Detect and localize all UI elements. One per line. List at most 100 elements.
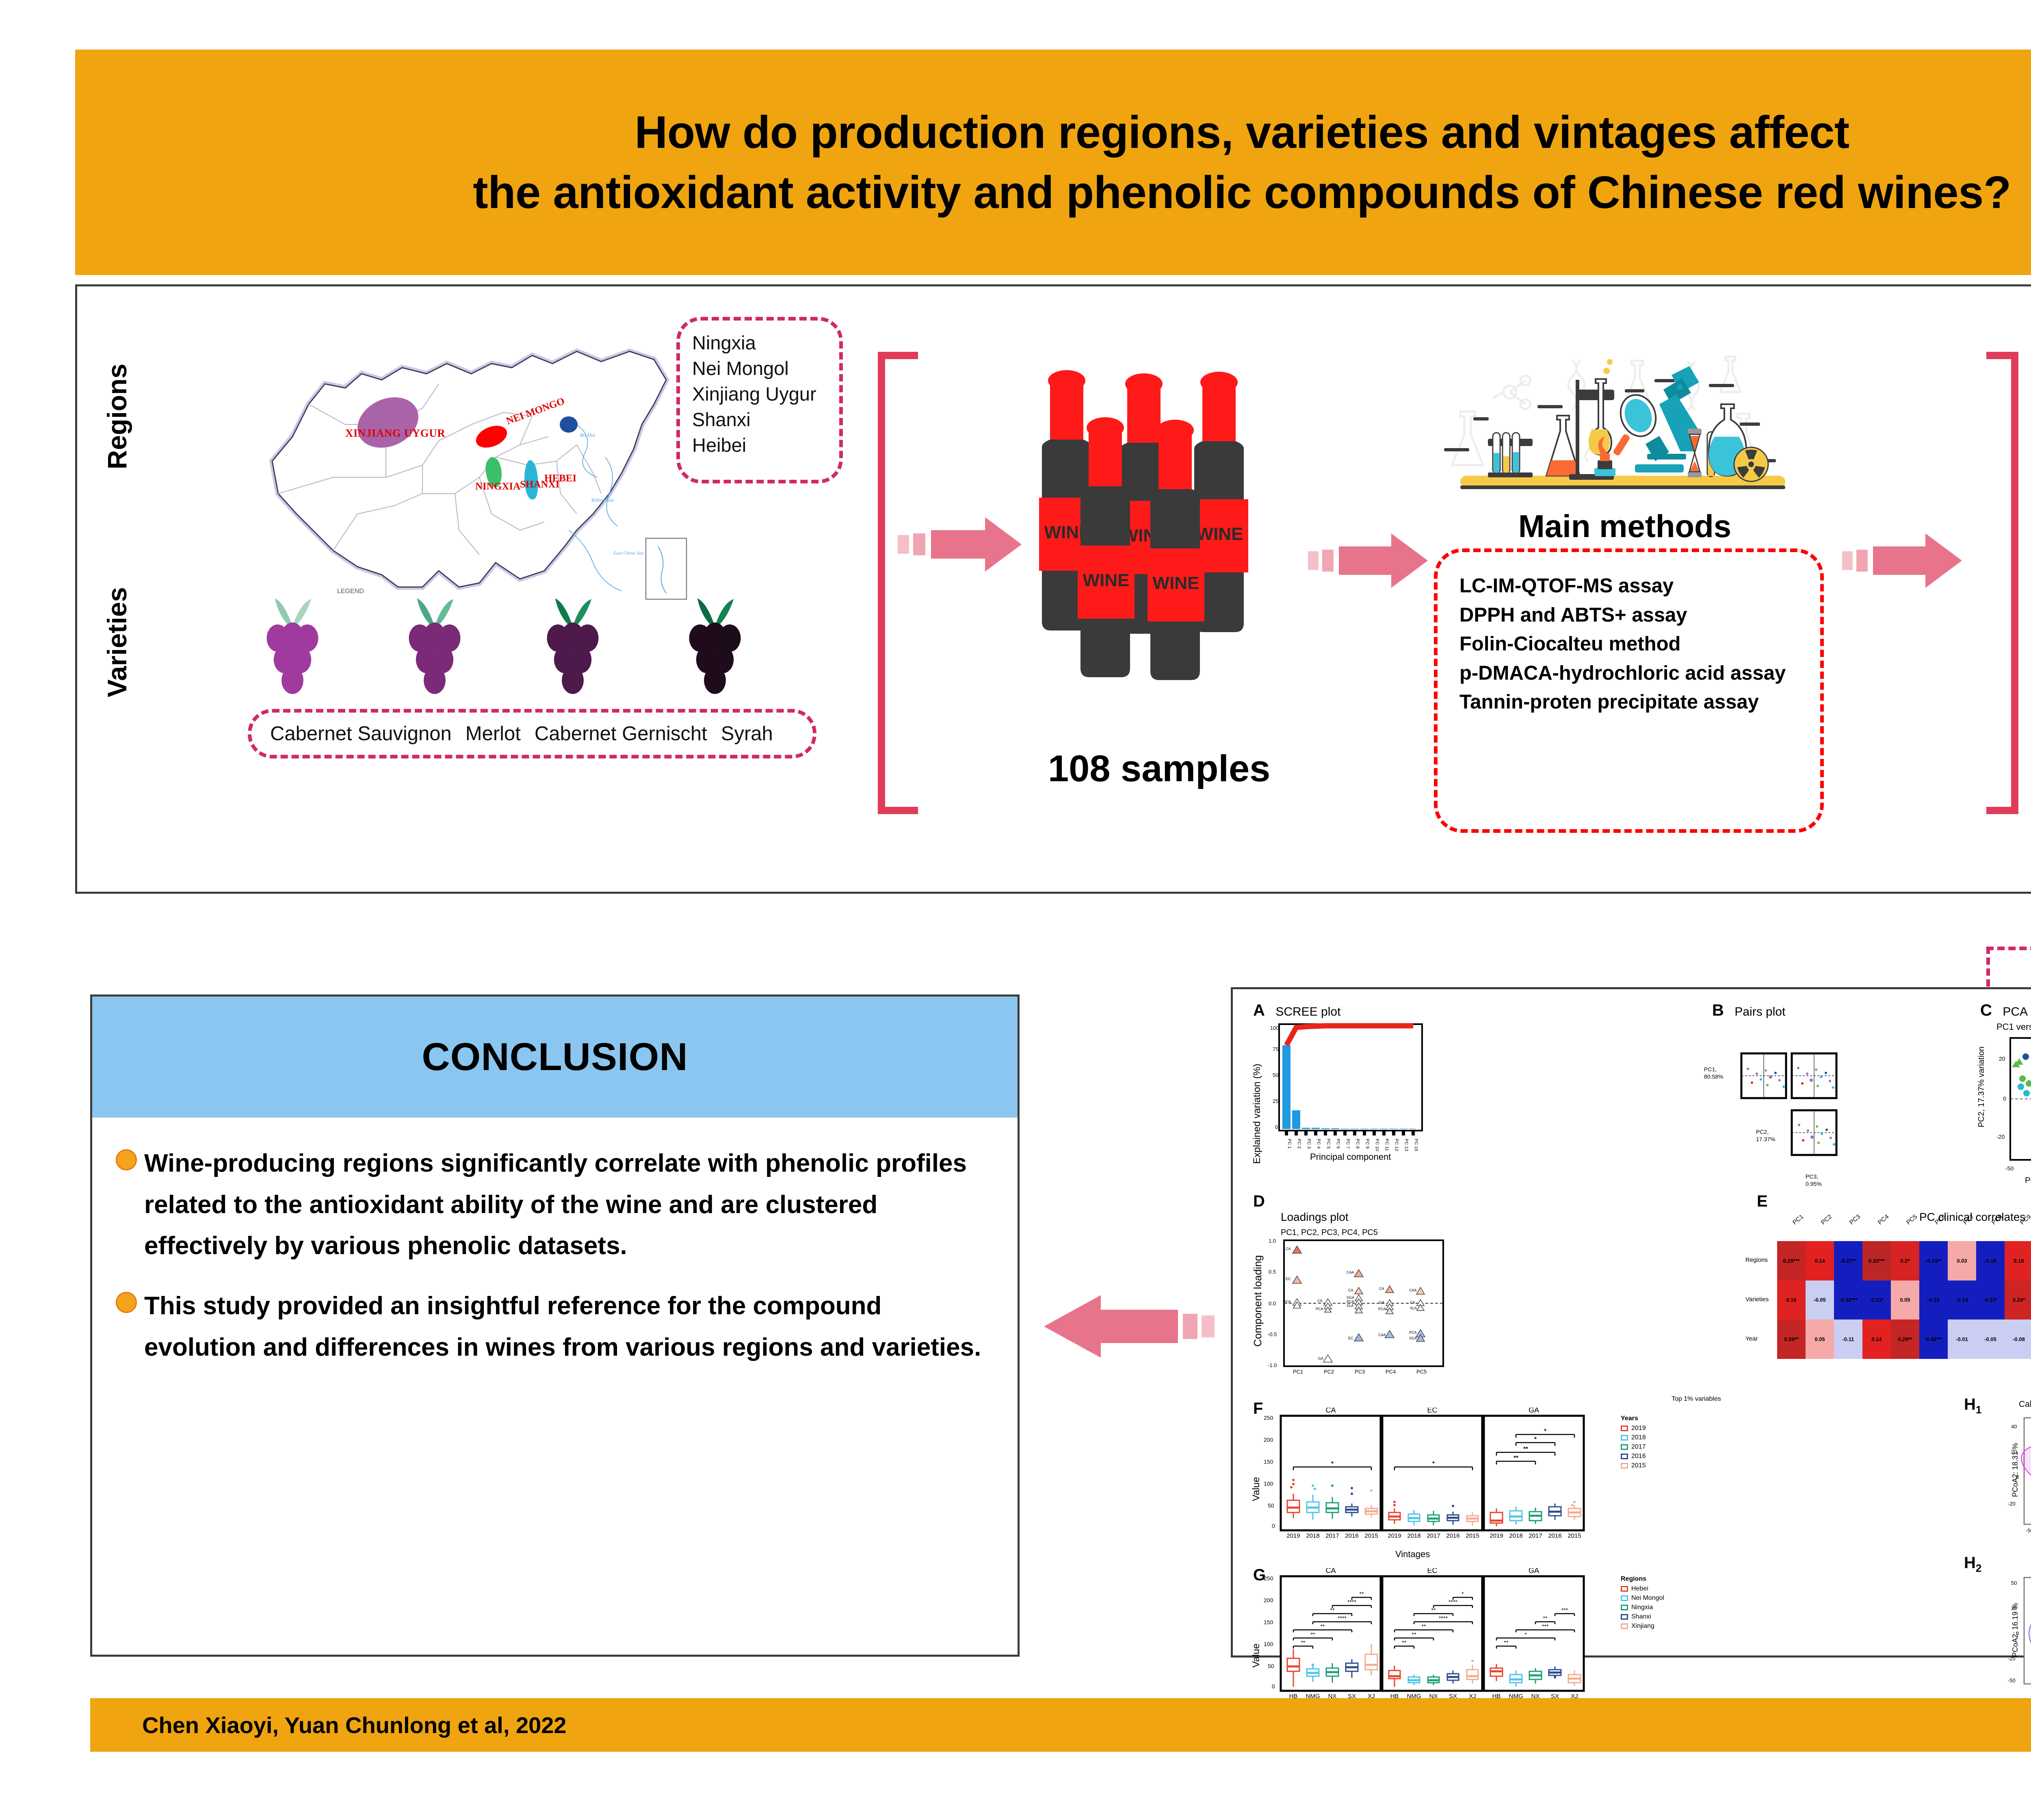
left-bracket bbox=[878, 352, 918, 814]
legend-label: Hebei bbox=[1631, 1585, 1648, 1592]
fig-D-plot: 1.0 0.5 0.0 -0.5 -1.0 PC1 PC2 PC3 PC4 PC5 bbox=[1268, 1238, 1444, 1375]
svg-text:2019: 2019 bbox=[1490, 1532, 1503, 1539]
fig-E-col-label: PC3 bbox=[1848, 1213, 1862, 1226]
atom-icon bbox=[2023, 349, 2031, 508]
main-methods-heading: Main methods bbox=[1518, 508, 1732, 544]
svg-text:SLA: SLA bbox=[1347, 1304, 1353, 1308]
fig-F-panel-CA: CA bbox=[1325, 1408, 1336, 1414]
wine-bottle: WINE bbox=[1078, 417, 1135, 677]
conclusion-heading: CONCLUSION bbox=[92, 997, 1018, 1118]
svg-text:PC 8: PC 8 bbox=[1355, 1139, 1360, 1148]
svg-text:CAA: CAA bbox=[1347, 1270, 1354, 1274]
legend-item: 2019 bbox=[1621, 1425, 1646, 1432]
title-line-2: the antioxidant activity and phenolic co… bbox=[473, 167, 2011, 218]
legend-label: 2019 bbox=[1631, 1425, 1646, 1432]
svg-text:***: *** bbox=[1561, 1607, 1568, 1613]
svg-text:PC 15: PC 15 bbox=[1414, 1139, 1418, 1151]
svg-text:PC 12: PC 12 bbox=[1394, 1139, 1399, 1151]
svg-text:PC1,: PC1, bbox=[1704, 1066, 1717, 1072]
fig-E-col-label: PC4 bbox=[1877, 1213, 1890, 1226]
svg-text:100: 100 bbox=[1270, 1025, 1279, 1031]
svg-text:SGA: SGA bbox=[1347, 1296, 1354, 1300]
legend-item: Ningxia bbox=[1621, 1604, 1664, 1611]
fig-G-ylabel: Value bbox=[1251, 1643, 1262, 1668]
svg-text:XJ: XJ bbox=[1469, 1693, 1476, 1700]
regions-axis-label: Regions bbox=[102, 364, 132, 470]
legend-swatch bbox=[1621, 1444, 1628, 1450]
svg-text:*: * bbox=[1432, 1460, 1435, 1467]
svg-text:PC 13: PC 13 bbox=[1404, 1139, 1409, 1151]
svg-text:**: ** bbox=[1514, 1454, 1518, 1461]
svg-text:0: 0 bbox=[2003, 1095, 2006, 1102]
svg-text:-50: -50 bbox=[2026, 1528, 2031, 1534]
svg-text:HEBEI: HEBEI bbox=[544, 473, 576, 484]
svg-text:2017: 2017 bbox=[1529, 1532, 1542, 1539]
fig-C-subtitle: PC1 versus PC2 bbox=[1996, 1022, 2031, 1032]
fig-F-panel-EC: EC bbox=[1427, 1408, 1437, 1414]
svg-text:XJ: XJ bbox=[1571, 1693, 1578, 1700]
svg-text:2016: 2016 bbox=[1446, 1532, 1459, 1539]
svg-text:40: 40 bbox=[2011, 1424, 2017, 1430]
right-bracket bbox=[1986, 352, 2018, 814]
svg-text:0.5: 0.5 bbox=[1269, 1269, 1276, 1275]
svg-text:NX: NX bbox=[1531, 1693, 1540, 1700]
heatmap-cell: 0.29** bbox=[1891, 1320, 1919, 1359]
fig-E-title: PC clinical correlates bbox=[1919, 1211, 2026, 1223]
svg-text:0: 0 bbox=[1272, 1683, 1275, 1690]
svg-text:PCA: PCA bbox=[1347, 1300, 1354, 1304]
grape-icon-cabernet-gernischt bbox=[547, 598, 599, 694]
svg-text:17.37%: 17.37% bbox=[1756, 1136, 1775, 1142]
svg-text:NINGXIA: NINGXIA bbox=[475, 481, 520, 492]
heatmap-cell: 0.14 bbox=[1806, 1241, 1834, 1280]
fig-letter-G: G bbox=[1253, 1566, 1266, 1584]
svg-text:CA: CA bbox=[1286, 1247, 1291, 1251]
method-item: LC-IM-QTOF-MS assay bbox=[1459, 575, 1674, 597]
fig-H2-ylabel: PCoA2: 16.19 % bbox=[2011, 1603, 2019, 1657]
legend-swatch bbox=[1621, 1454, 1628, 1459]
svg-text:XINJIANG UYGUR: XINJIANG UYGUR bbox=[345, 427, 445, 439]
svg-text:PC 4: PC 4 bbox=[1316, 1139, 1321, 1148]
svg-text:**: ** bbox=[1543, 1615, 1548, 1621]
svg-text:100: 100 bbox=[1264, 1480, 1273, 1487]
svg-text:PC5: PC5 bbox=[1416, 1369, 1427, 1375]
svg-text:*: * bbox=[1462, 1590, 1464, 1597]
svg-text:HB: HB bbox=[1492, 1693, 1501, 1700]
fig-E-row-label: Regions bbox=[1745, 1257, 1768, 1264]
arrow-icon-to-conclusion bbox=[1044, 1295, 1215, 1358]
wine-bottle: WINE bbox=[1148, 420, 1204, 680]
heatmap-cell: -0.32*** bbox=[1834, 1280, 1862, 1320]
svg-text:100: 100 bbox=[1264, 1641, 1273, 1647]
svg-text:250: 250 bbox=[1264, 1575, 1273, 1582]
heatmap-cell: -0.08 bbox=[2005, 1320, 2031, 1359]
legend-swatch bbox=[1621, 1586, 1628, 1592]
legend-label: 2015 bbox=[1631, 1462, 1646, 1469]
variety-item: Cabernet Sauvignon bbox=[270, 723, 452, 745]
svg-text:*: * bbox=[1331, 1460, 1334, 1467]
legend-label: Nei Mongol bbox=[1631, 1595, 1664, 1601]
svg-text:**: ** bbox=[1422, 1623, 1426, 1629]
svg-text:**: ** bbox=[1412, 1631, 1416, 1638]
fig-E-col-label: PC2 bbox=[1820, 1213, 1834, 1226]
fig-letter-F: F bbox=[1253, 1400, 1263, 1417]
heatmap-cell: -0.05 bbox=[1976, 1320, 2005, 1359]
legend-item: 2015 bbox=[1621, 1462, 1646, 1469]
svg-text:SLA: SLA bbox=[1410, 1306, 1417, 1310]
method-item: DPPH and ABTS+ assay bbox=[1459, 604, 1687, 626]
fig-A-title: SCREE plot bbox=[1275, 1005, 1341, 1018]
heatmap-cell: 0.24* bbox=[2005, 1280, 2031, 1320]
svg-text:2018: 2018 bbox=[1306, 1532, 1319, 1539]
fig-letter-A: A bbox=[1253, 1001, 1265, 1019]
legend-item: 2017 bbox=[1621, 1443, 1646, 1451]
heatmap-cell: -0.11 bbox=[1834, 1320, 1862, 1359]
svg-text:SX: SX bbox=[1551, 1693, 1559, 1700]
fig-F-plot: 250 200 150 100 50 0 CA EC GA bbox=[1264, 1408, 1585, 1539]
legend-label: 2017 bbox=[1631, 1443, 1646, 1450]
legend-swatch bbox=[1621, 1435, 1628, 1441]
heatmap-cell: 0.15 bbox=[2005, 1241, 2031, 1280]
svg-text:-0.5: -0.5 bbox=[1268, 1331, 1277, 1337]
heatmap-cell: -0.42*** bbox=[1919, 1320, 1948, 1359]
fig-G-panel-GA: GA bbox=[1529, 1568, 1539, 1575]
svg-text:GA: GA bbox=[1379, 1300, 1384, 1304]
arrow-icon-2 bbox=[1308, 533, 1428, 588]
